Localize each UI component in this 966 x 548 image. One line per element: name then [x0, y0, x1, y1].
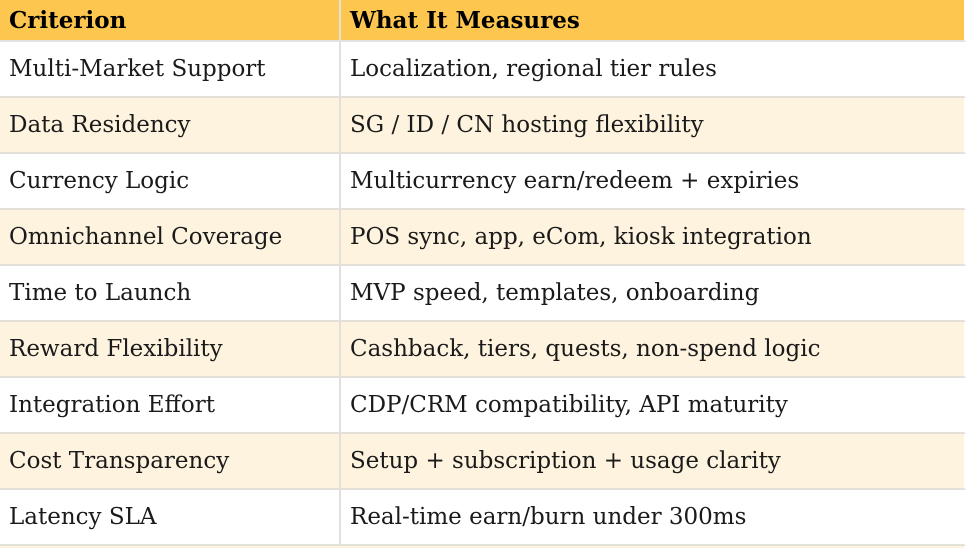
table-row: Reward Flexibility Cashback, tiers, ques…: [0, 322, 966, 378]
measures-cell: Cashback, tiers, quests, non-spend logic: [341, 322, 966, 378]
table-row: Omnichannel Coverage POS sync, app, eCom…: [0, 210, 966, 266]
criterion-cell: Integration Effort: [0, 378, 341, 434]
table-row: Data Residency SG / ID / CN hosting flex…: [0, 98, 966, 154]
table-row: Cost Transparency Setup + subscription +…: [0, 434, 966, 490]
criterion-cell: Omnichannel Coverage: [0, 210, 341, 266]
criterion-cell: Currency Logic: [0, 154, 341, 210]
partial-next-row-strip: [0, 546, 964, 548]
table-row: Time to Launch MVP speed, templates, onb…: [0, 266, 966, 322]
criterion-cell: Cost Transparency: [0, 434, 341, 490]
measures-cell: CDP/CRM compatibility, API maturity: [341, 378, 966, 434]
measures-cell: POS sync, app, eCom, kiosk integration: [341, 210, 966, 266]
table-row: Currency Logic Multicurrency earn/redeem…: [0, 154, 966, 210]
measures-cell: Real-time earn/burn under 300ms: [341, 490, 966, 546]
criterion-cell: Multi-Market Support: [0, 42, 341, 98]
column-header-what-it-measures: What It Measures: [341, 0, 966, 42]
header-row: Criterion What It Measures: [0, 0, 966, 42]
criterion-cell: Latency SLA: [0, 490, 341, 546]
measures-cell: MVP speed, templates, onboarding: [341, 266, 966, 322]
table-row: Latency SLA Real-time earn/burn under 30…: [0, 490, 966, 546]
column-header-criterion: Criterion: [0, 0, 341, 42]
criterion-cell: Time to Launch: [0, 266, 341, 322]
table-row: Multi-Market Support Localization, regio…: [0, 42, 966, 98]
criterion-cell: Data Residency: [0, 98, 341, 154]
criterion-cell: Reward Flexibility: [0, 322, 341, 378]
measures-cell: Localization, regional tier rules: [341, 42, 966, 98]
table-row: Integration Effort CDP/CRM compatibility…: [0, 378, 966, 434]
measures-cell: Multicurrency earn/redeem + expiries: [341, 154, 966, 210]
measures-cell: Setup + subscription + usage clarity: [341, 434, 966, 490]
measures-cell: SG / ID / CN hosting flexibility: [341, 98, 966, 154]
